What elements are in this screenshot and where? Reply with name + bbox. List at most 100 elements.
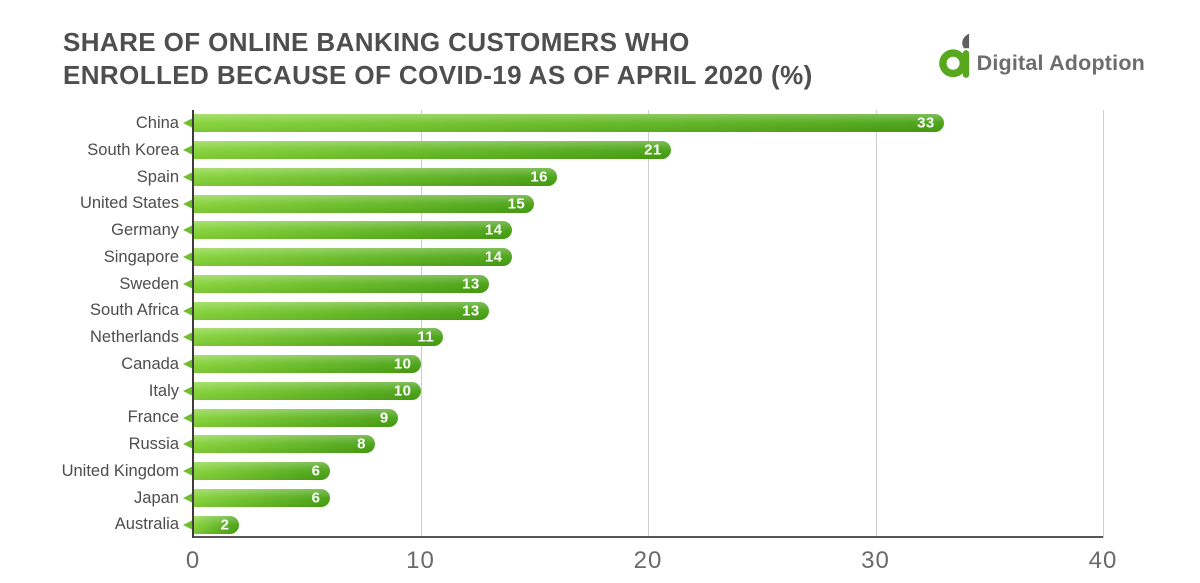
bar-row: South Africa 13: [90, 297, 1103, 324]
bar[interactable]: 11: [183, 328, 444, 347]
bar-value-label: 13: [462, 275, 480, 293]
chart-title-line2: ENROLLED BECAUSE OF COVID-19 AS OF APRIL…: [63, 60, 813, 90]
category-label: South Africa: [90, 301, 179, 320]
plot-area: China 33 South Korea 21 Spain 16 United States…: [62, 110, 1104, 538]
bar-left-arrow-icon: [183, 439, 193, 450]
digital-adoption-a-icon: [938, 33, 969, 78]
bar-row: Canada 10: [121, 351, 1103, 378]
bar[interactable]: 13: [183, 301, 489, 320]
bar[interactable]: 14: [183, 248, 512, 267]
bar-row: Australia 2: [115, 511, 1103, 538]
gridline: [420, 110, 422, 538]
bar-value-label: 6: [311, 462, 321, 480]
category-label: France: [127, 408, 179, 427]
bar[interactable]: 8: [183, 435, 375, 454]
gridline: [875, 110, 877, 538]
bar-row: Sweden 13: [119, 271, 1103, 298]
brand-name: Digital Adoption: [976, 51, 1145, 75]
y-axis-line: [192, 110, 194, 538]
x-axis-tick-labels: 0 10 20 30 40: [186, 543, 1117, 575]
category-label: Germany: [111, 221, 179, 239]
bar[interactable]: 2: [183, 515, 239, 534]
bar-row: Spain 16: [137, 164, 1103, 191]
bar-row: Russia 8: [129, 431, 1103, 458]
bar-value-label: 15: [507, 195, 526, 213]
bar-left-arrow-icon: [183, 332, 193, 343]
bar[interactable]: 10: [183, 381, 421, 400]
bar-left-arrow-icon: [183, 171, 193, 182]
bar-row: South Korea 21: [87, 137, 1103, 164]
bar-left-arrow-icon: [183, 225, 193, 236]
brand-logo: Digital Adoption: [938, 33, 1145, 78]
bar-value-label: 2: [220, 516, 230, 534]
bar-row: United Kingdom 6: [62, 458, 1103, 485]
bar-value-label: 21: [644, 141, 662, 159]
bar[interactable]: 13: [183, 274, 489, 293]
category-label: United Kingdom: [61, 461, 179, 480]
bar[interactable]: 10: [183, 355, 421, 374]
bar-left-arrow-icon: [183, 278, 193, 289]
bar-rows: China 33 South Korea 21 Spain 16 United States…: [62, 110, 1103, 538]
category-label: Japan: [134, 488, 179, 507]
bar[interactable]: 6: [183, 462, 330, 481]
bar-value-label: 10: [393, 355, 412, 373]
x-tick-label: 40: [1088, 547, 1118, 574]
category-label: China: [135, 114, 179, 132]
bar-left-arrow-icon: [183, 466, 193, 477]
bar-row: Singapore 14: [104, 244, 1103, 271]
bar-left-arrow-icon: [183, 412, 193, 423]
gridline: [1103, 110, 1104, 538]
bar-value-label: 6: [311, 489, 321, 507]
bar[interactable]: 9: [183, 408, 398, 427]
category-label: Spain: [136, 167, 179, 186]
bar[interactable]: 21: [183, 141, 671, 160]
x-tick-label: 30: [861, 547, 890, 574]
bar-left-arrow-icon: [183, 492, 193, 503]
chart-title-line1: SHARE OF ONLINE BANKING CUSTOMERS WHO: [63, 27, 690, 57]
bar-row: United States 15: [80, 190, 1103, 217]
bar-value-label: 16: [530, 168, 548, 186]
bar-left-arrow-icon: [183, 385, 193, 396]
x-tick-label: 0: [185, 547, 201, 574]
category-label: Singapore: [103, 247, 179, 266]
category-label: Sweden: [119, 274, 179, 293]
x-tick-label: 10: [406, 547, 435, 574]
category-label: Russia: [128, 435, 179, 453]
bar-left-arrow-icon: [183, 145, 193, 156]
bar-value-label: 9: [379, 409, 389, 427]
bar-row: Japan 6: [134, 485, 1103, 512]
category-label: South Korea: [87, 140, 179, 159]
bar-value-label: 8: [357, 435, 366, 453]
bar-left-arrow-icon: [183, 305, 193, 316]
bar-row: Germany 14: [111, 217, 1103, 244]
bar[interactable]: 15: [183, 194, 535, 213]
category-label: Italy: [148, 381, 179, 400]
category-label: Canada: [121, 354, 179, 373]
bar-left-arrow-icon: [183, 359, 193, 370]
category-label: Australia: [114, 515, 179, 534]
category-label: Netherlands: [90, 328, 179, 346]
bar-left-arrow-icon: [183, 252, 193, 263]
bar-row: Italy 10: [149, 378, 1103, 405]
bar[interactable]: 16: [183, 167, 557, 186]
bar-value-label: 33: [917, 114, 935, 132]
bar-row: China 33: [136, 110, 1103, 137]
chart-title: SHARE OF ONLINE BANKING CUSTOMERS WHO ENR…: [63, 26, 813, 92]
bar-value-label: 11: [417, 328, 435, 346]
bar-left-arrow-icon: [183, 519, 193, 530]
bar-value-label: 14: [484, 221, 503, 239]
bar-left-arrow-icon: [183, 118, 193, 129]
bar-row: Netherlands 11: [90, 324, 1103, 351]
x-axis-line: [193, 536, 1103, 538]
bar-value-label: 10: [393, 382, 412, 400]
bar-left-arrow-icon: [183, 198, 193, 209]
bar[interactable]: 6: [183, 488, 330, 507]
gridline: [648, 110, 649, 538]
bar[interactable]: 33: [183, 114, 944, 133]
bar-value-label: 13: [462, 302, 480, 320]
bar[interactable]: 14: [183, 221, 512, 240]
category-label: United States: [79, 194, 179, 213]
x-tick-label: 20: [633, 547, 663, 574]
bar-row: France 9: [128, 404, 1103, 431]
